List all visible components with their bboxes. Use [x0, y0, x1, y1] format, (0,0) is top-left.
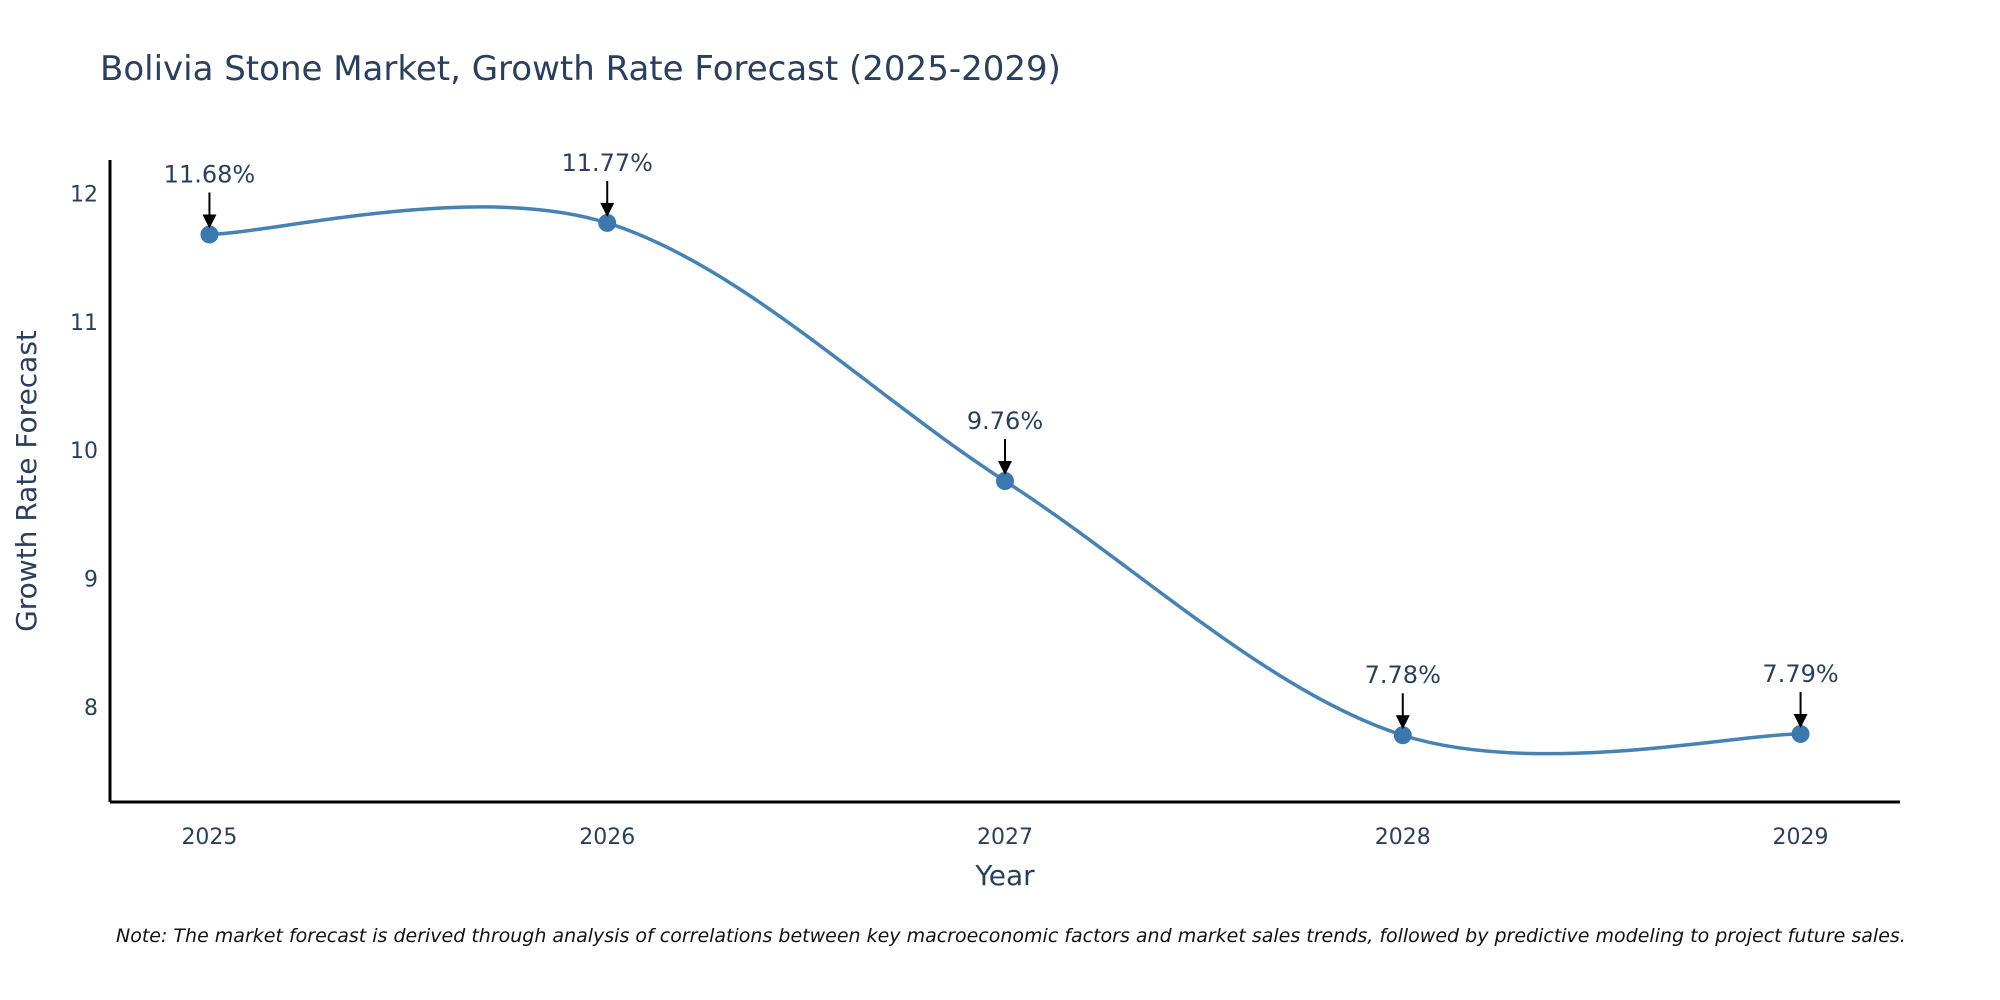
y-axis-title: Growth Rate Forecast — [10, 330, 43, 632]
data-point — [598, 213, 617, 232]
data-label: 9.76% — [967, 407, 1043, 435]
data-label: 7.79% — [1762, 660, 1838, 688]
annotation-arrow-head — [1793, 713, 1808, 728]
annotation-arrow-head — [600, 202, 615, 217]
annotation-arrow-head — [202, 214, 217, 229]
data-label: 11.77% — [561, 149, 653, 177]
data-annotations: 11.68% 11.77% 9.76% 7.78% 7.79% — [164, 149, 1839, 730]
data-point — [1393, 726, 1412, 745]
x-axis-ticks: 2025 2026 2027 2028 2029 — [181, 825, 1828, 850]
data-label: 7.78% — [1365, 661, 1441, 689]
x-tick-label: 2026 — [579, 825, 635, 850]
x-tick-label: 2029 — [1773, 825, 1829, 850]
data-point — [200, 225, 219, 244]
x-axis-title: Year — [974, 859, 1035, 892]
annotation-arrow-head — [1395, 715, 1410, 730]
x-tick-label: 2028 — [1375, 825, 1431, 850]
x-tick-label: 2025 — [181, 825, 237, 850]
y-tick-label: 9 — [84, 568, 98, 593]
y-tick-label: 12 — [70, 182, 98, 207]
data-point — [996, 472, 1014, 490]
y-tick-label: 11 — [70, 311, 98, 336]
data-point — [1791, 724, 1810, 743]
data-points — [200, 213, 1810, 745]
y-tick-label: 8 — [84, 696, 98, 721]
y-tick-label: 10 — [70, 439, 98, 464]
footnote: Note: The market forecast is derived thr… — [116, 925, 1906, 947]
annotation-arrow-head — [998, 461, 1012, 475]
data-label: 11.68% — [164, 160, 256, 188]
y-axis-ticks: 8 9 10 11 12 — [70, 182, 98, 721]
chart-title: Bolivia Stone Market, Growth Rate Foreca… — [100, 49, 1061, 89]
x-tick-label: 2027 — [977, 825, 1033, 850]
